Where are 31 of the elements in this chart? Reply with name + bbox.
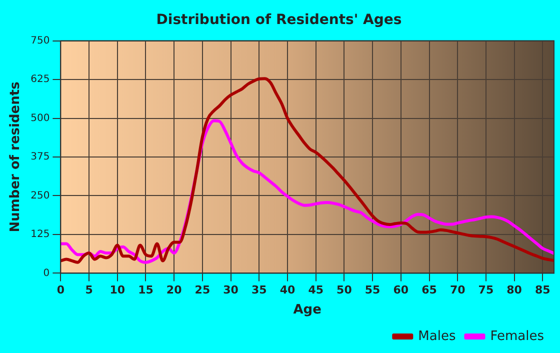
x-tick-label: 5 bbox=[85, 284, 93, 297]
y-tick-label: 625 bbox=[30, 74, 50, 86]
y-tick-label: 500 bbox=[30, 112, 50, 124]
x-tick-label: 0 bbox=[56, 284, 65, 297]
x-tick-label: 50 bbox=[336, 284, 352, 297]
x-tick-label: 40 bbox=[280, 284, 296, 297]
x-tick-label: 20 bbox=[166, 284, 182, 297]
x-tick-label: 45 bbox=[308, 284, 324, 297]
y-tick-label: 250 bbox=[30, 190, 50, 202]
y-tick-label: 125 bbox=[30, 229, 50, 240]
x-tick-label: 85 bbox=[535, 284, 550, 297]
line-series bbox=[60, 77, 554, 264]
x-tick-label: 10 bbox=[110, 284, 126, 297]
y-tick-label: 375 bbox=[30, 152, 50, 163]
x-tick-label: 65 bbox=[422, 284, 437, 297]
x-tick-label: 55 bbox=[364, 284, 380, 297]
x-tick-label: 25 bbox=[194, 284, 210, 297]
legend-label: Males bbox=[418, 328, 456, 344]
y-tick-label: 750 bbox=[30, 35, 50, 46]
x-tick-label: 80 bbox=[506, 284, 522, 297]
x-tick-label: 15 bbox=[138, 284, 154, 297]
y-axis-title: Number of residents bbox=[8, 81, 24, 232]
legend-label: Females bbox=[490, 328, 544, 344]
x-tick-label: 60 bbox=[393, 284, 409, 297]
x-tick-label: 75 bbox=[478, 284, 494, 297]
x-tick-label: 30 bbox=[223, 284, 239, 297]
y-tick-label: 0 bbox=[43, 268, 50, 279]
x-axis-title: Age bbox=[293, 302, 322, 318]
x-tick-label: 35 bbox=[251, 284, 267, 297]
x-tick-label: 70 bbox=[450, 284, 466, 297]
chart-title: Distribution of Residents' Ages bbox=[156, 12, 402, 28]
